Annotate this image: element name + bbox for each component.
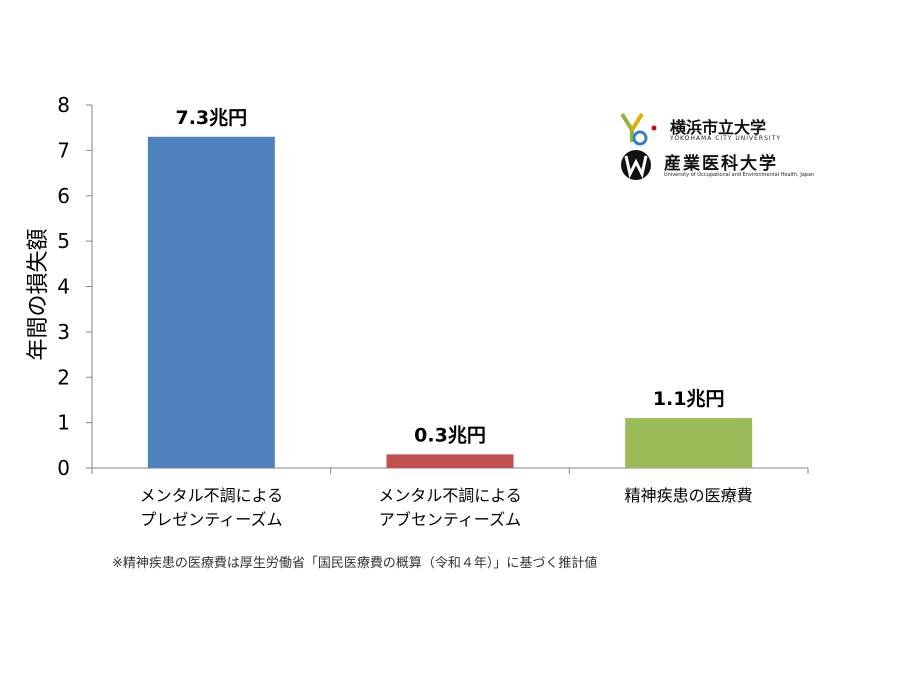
y-tick-label: 8 [57,93,70,117]
y-tick-label: 6 [57,184,70,208]
yokohama-logo-title: 横浜市立大学 [670,118,767,137]
x-category-label: メンタル不調による アブセンティーズム [340,484,560,532]
uoeh-logo-icon [621,150,651,180]
x-category-label: メンタル不調による プレゼンティーズム [101,484,321,532]
y-tick-label: 7 [57,138,70,162]
bar-data-label: 0.3兆円 [414,424,486,446]
ycu-logo-icon [620,112,657,146]
uoeh-logo-subtitle: University of Occupational and Environme… [664,172,815,178]
y-axis-label: 年間の損失額 [26,228,51,360]
bar-data-label: 1.1兆円 [653,388,725,410]
bar [625,418,753,468]
yokohama-city-university-logo: 横浜市立大学 YOKOHAMA CITY UNIVERSITY [618,112,788,150]
chart-bars [147,136,753,468]
x-category-label-line: メンタル不調による [139,486,284,505]
y-tick-label: 0 [57,456,70,480]
y-tick-label: 1 [57,411,70,435]
bar [386,454,514,468]
bar [147,136,275,468]
uoeh-logo-title: 産業医科大学 [664,154,778,174]
x-category-label-line: プレゼンティーズム [140,510,283,529]
yokohama-logo-subtitle: YOKOHAMA CITY UNIVERSITY [670,135,782,142]
bar-data-label: 7.3兆円 [175,107,247,129]
footnote: ※精神疾患の医療費は厚生労働省「国民医療費の概算（令和４年）」に基づく推計値 [112,556,598,571]
chart-data-labels: 7.3兆円 0.3兆円 1.1兆円 [175,107,724,447]
x-category-label: 精神疾患の医療費 [579,484,799,508]
x-category-label-line: メンタル不調による [378,486,522,505]
y-tick-label: 2 [57,365,70,389]
uoeh-logo: 産業医科大学 University of Occupational and En… [618,148,828,184]
y-tick-label: 3 [57,320,70,344]
x-category-label-line: アブセンティーズム [378,510,522,529]
y-tick-label: 4 [57,275,70,299]
x-category-label-line: 精神疾患の医療費 [624,486,753,505]
y-tick-label: 5 [57,229,70,253]
